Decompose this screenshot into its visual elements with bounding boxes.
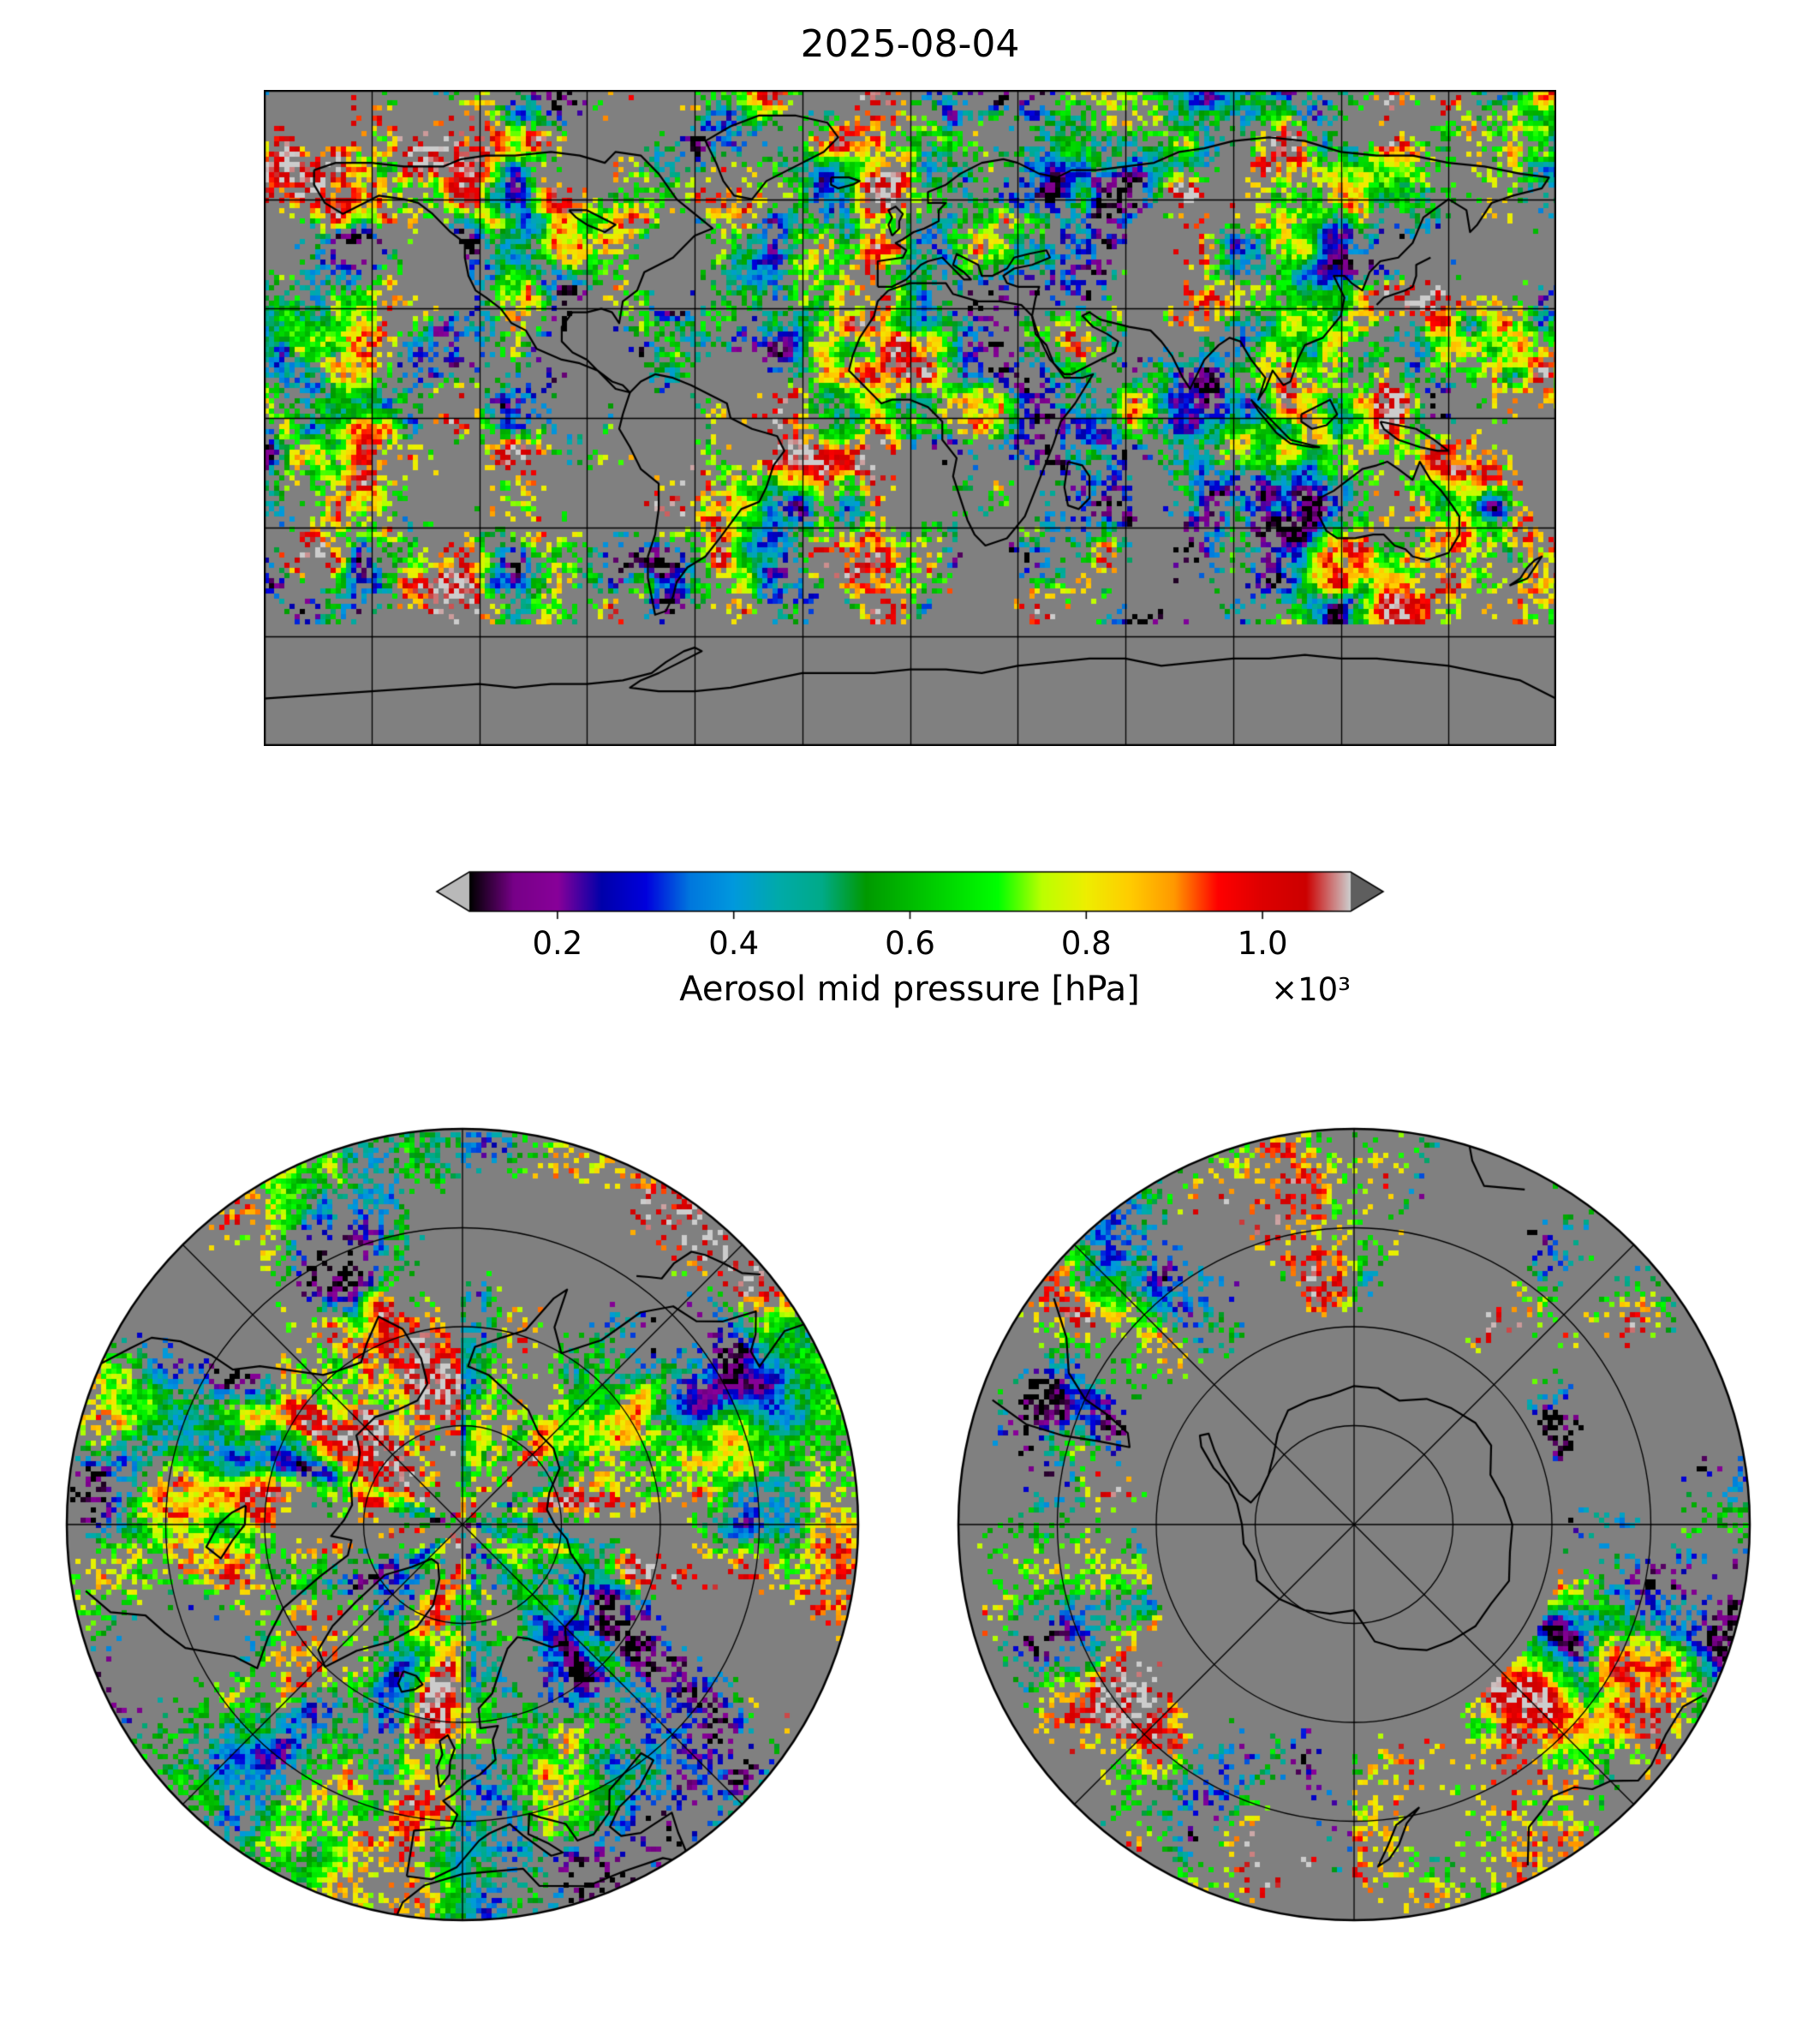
colorbar-gradient-canvas <box>428 870 1396 927</box>
colorbar-tick-label: 1.0 <box>1237 925 1288 962</box>
colorbar-tick-label: 0.2 <box>532 925 583 962</box>
colorbar-tick-label: 0.4 <box>708 925 760 962</box>
figure-title: 2025-08-04 <box>800 22 1020 66</box>
colorbar-tick-label: 0.6 <box>885 925 935 962</box>
north-polar-map-canvas <box>60 1122 865 1927</box>
colorbar-label: Aerosol mid pressure [hPa] <box>679 970 1140 1009</box>
global-map-canvas <box>264 90 1556 746</box>
colorbar-tick-label: 0.8 <box>1060 925 1112 962</box>
colorbar-multiplier: ×10³ <box>1271 971 1351 1008</box>
south-polar-map-canvas <box>952 1122 1757 1927</box>
colorbar: 0.2 0.4 0.6 0.8 1.0 Aerosol mid pressure [hP… <box>428 870 1396 1033</box>
